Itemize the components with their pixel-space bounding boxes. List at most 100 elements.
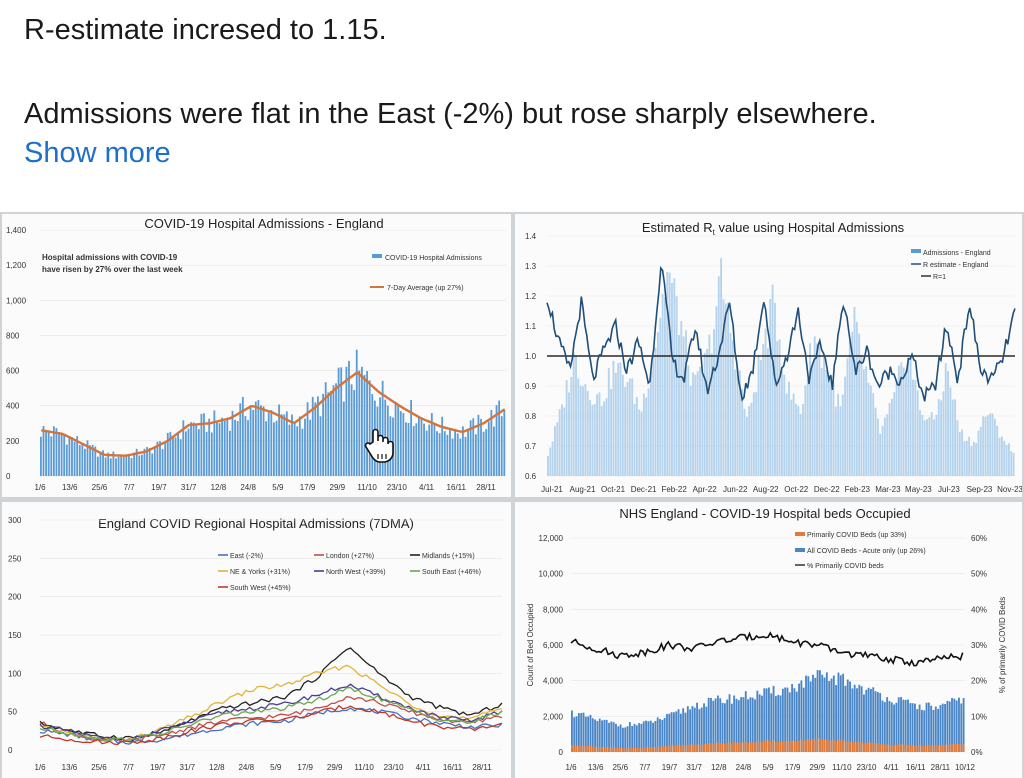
all-beds-bar bbox=[839, 675, 842, 752]
admissions-bar bbox=[596, 394, 599, 476]
all-beds-bar bbox=[946, 700, 949, 752]
bar bbox=[208, 418, 211, 476]
y-tick-label: 10,000 bbox=[539, 570, 564, 579]
admissions-bar bbox=[841, 394, 844, 476]
primary-beds-bar bbox=[874, 743, 877, 752]
bar bbox=[164, 442, 167, 476]
x-tick-label: 28/11 bbox=[931, 763, 951, 772]
primary-beds-bar bbox=[719, 742, 722, 752]
all-beds-bar bbox=[802, 687, 805, 752]
primary-beds-bar bbox=[958, 743, 960, 752]
chart-image[interactable]: COVID-19 Hospital Admissions - England 0 2… bbox=[0, 212, 1024, 778]
primary-beds-bar bbox=[587, 746, 590, 752]
beds-chart: NHS England - COVID-19 Hospital beds Occ… bbox=[526, 506, 1007, 772]
all-beds-bar bbox=[777, 694, 780, 752]
primary-beds-bar bbox=[821, 739, 824, 752]
admissions-bar bbox=[699, 366, 701, 476]
primary-beds-bar bbox=[666, 745, 668, 752]
x-tick-label: May-23 bbox=[905, 485, 932, 494]
admissions-bar bbox=[811, 364, 814, 476]
admissions-bar bbox=[795, 403, 797, 476]
primary-beds-bar bbox=[955, 744, 958, 752]
primary-beds-bar bbox=[594, 746, 597, 752]
admissions-bar bbox=[949, 387, 952, 476]
primary-beds-bar bbox=[939, 745, 942, 752]
y-tick-label: 1.0 bbox=[525, 352, 537, 361]
x-tick-label: 31/7 bbox=[181, 483, 197, 492]
legend-entry: North West (+39%) bbox=[326, 569, 386, 576]
admissions-bar bbox=[947, 370, 950, 476]
primary-beds-bar bbox=[723, 743, 726, 752]
bar bbox=[288, 424, 291, 476]
admissions-bar bbox=[762, 343, 765, 476]
all-beds-bar bbox=[895, 702, 898, 752]
primary-beds-bar bbox=[914, 745, 916, 752]
all-beds-bar bbox=[872, 687, 875, 752]
admissions-bar bbox=[729, 332, 732, 476]
bar bbox=[117, 456, 120, 476]
admissions-bar bbox=[977, 430, 980, 476]
all-beds-bar bbox=[907, 699, 909, 752]
admissions-bar bbox=[830, 376, 833, 476]
bar bbox=[311, 396, 314, 476]
y-tick-label: 100 bbox=[8, 669, 22, 678]
all-beds-bar bbox=[805, 675, 807, 752]
bar bbox=[368, 380, 371, 476]
admissions-bar bbox=[883, 417, 886, 476]
y-tick-label: 300 bbox=[8, 516, 22, 525]
bar bbox=[327, 392, 330, 476]
primary-beds-bar bbox=[920, 746, 923, 752]
all-beds-bar bbox=[661, 719, 664, 752]
all-beds-bar bbox=[798, 683, 800, 752]
x-tick-label: 17/9 bbox=[300, 483, 316, 492]
title-subscript: t bbox=[713, 228, 716, 237]
admissions-bar bbox=[696, 371, 699, 476]
all-beds-bar bbox=[686, 706, 689, 752]
admissions-chart: COVID-19 Hospital Admissions - England 0 2… bbox=[6, 216, 506, 492]
admissions-bar bbox=[586, 390, 589, 476]
primary-beds-bar bbox=[865, 742, 868, 752]
x-tick-label: 1/6 bbox=[34, 483, 46, 492]
bar bbox=[301, 428, 304, 476]
admissions-bar bbox=[701, 374, 704, 476]
primary-beds-bar bbox=[751, 742, 754, 752]
admissions-bar bbox=[937, 399, 940, 476]
bar bbox=[252, 409, 255, 476]
admissions-bar bbox=[848, 341, 851, 476]
admissions-bar bbox=[589, 400, 591, 476]
primary-beds-bar bbox=[603, 746, 606, 752]
primary-beds-bar bbox=[798, 740, 800, 752]
primary-beds-bar bbox=[577, 745, 580, 752]
all-beds-bar bbox=[666, 714, 668, 752]
admissions-bar bbox=[975, 443, 978, 476]
admissions-bar bbox=[584, 383, 587, 476]
primary-beds-bar bbox=[740, 742, 743, 752]
bar bbox=[104, 457, 107, 476]
all-beds-bar bbox=[737, 700, 740, 752]
bar bbox=[247, 420, 249, 476]
title-suffix: value using Hospital Admissions bbox=[715, 220, 905, 235]
show-more-link[interactable]: Show more bbox=[24, 137, 171, 169]
primary-beds-bar bbox=[944, 745, 946, 752]
legend-entry: R=1 bbox=[933, 274, 946, 281]
bar bbox=[50, 436, 53, 476]
primary-beds-bar bbox=[575, 745, 578, 752]
all-beds-bar bbox=[770, 693, 773, 752]
admissions-bar bbox=[872, 393, 875, 476]
x-tick-label: Feb-22 bbox=[661, 485, 687, 494]
legend-entry: NE & Yorks (+31%) bbox=[230, 569, 290, 576]
admissions-bar bbox=[682, 336, 685, 476]
admissions-bar bbox=[907, 357, 910, 476]
admissions-bar bbox=[619, 362, 622, 476]
all-beds-bar bbox=[920, 709, 923, 752]
bar bbox=[78, 445, 81, 476]
bar bbox=[71, 437, 73, 476]
legend-swatch bbox=[372, 254, 382, 258]
all-beds-bar bbox=[761, 695, 763, 752]
admissions-bar bbox=[617, 363, 620, 476]
admissions-bar bbox=[731, 340, 734, 476]
bar bbox=[156, 441, 159, 476]
all-beds-bar bbox=[580, 713, 583, 752]
all-beds-bar bbox=[900, 697, 902, 752]
primary-beds-bar bbox=[668, 745, 671, 752]
